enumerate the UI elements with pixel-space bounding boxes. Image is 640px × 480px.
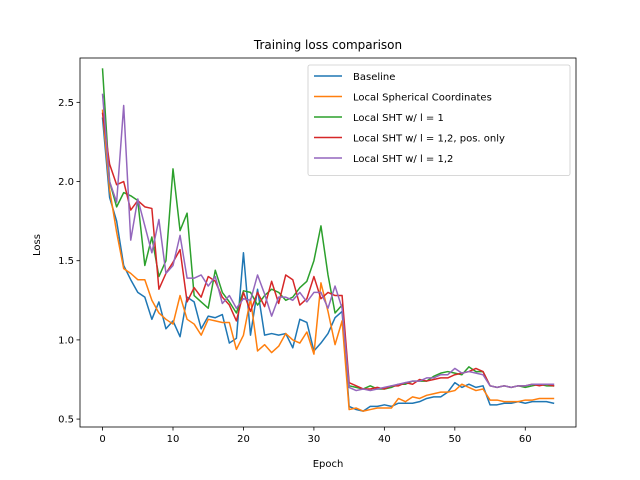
y-tick-label: 0.5 xyxy=(58,415,74,426)
y-tick-label: 2.0 xyxy=(58,177,74,188)
legend: Baseline Local Spherical Coordinates Local… xyxy=(307,64,571,176)
series-line-4 xyxy=(101,112,555,390)
x-tick-label: 50 xyxy=(448,434,461,445)
legend-label: Local SHT w/ l = 1,2 xyxy=(353,154,453,165)
x-tick-label: 30 xyxy=(308,434,321,445)
legend-label: Baseline xyxy=(353,72,395,83)
x-tick-label: 40 xyxy=(378,434,391,445)
legend-box xyxy=(307,64,571,176)
chart-title: Training loss comparison xyxy=(253,38,402,52)
y-tick-label: 1.0 xyxy=(58,335,74,346)
series-line-2 xyxy=(101,109,555,412)
plot-area: 0 10 20 30 40 50 60 0.5 1.0 1.5 2.0 2.5 xyxy=(58,57,577,445)
legend-label: Local SHT w/ l = 1,2, pos. only xyxy=(353,134,505,145)
legend-label: Local Spherical Coordinates xyxy=(353,93,492,104)
y-tick-label: 1.5 xyxy=(58,256,74,267)
x-tick-label: 10 xyxy=(167,434,180,445)
y-axis-label: Loss xyxy=(32,234,43,256)
x-axis-label: Epoch xyxy=(313,459,344,470)
axes-frame xyxy=(79,57,577,428)
x-tick-label: 0 xyxy=(99,434,105,445)
series-line-1 xyxy=(101,117,555,412)
legend-label: Local SHT w/ l = 1 xyxy=(353,113,444,124)
x-tick-label: 20 xyxy=(237,434,250,445)
x-tick-label: 60 xyxy=(519,434,532,445)
y-tick-label: 2.5 xyxy=(58,98,74,109)
series-line-3 xyxy=(101,68,555,390)
series-line-5 xyxy=(101,93,555,392)
